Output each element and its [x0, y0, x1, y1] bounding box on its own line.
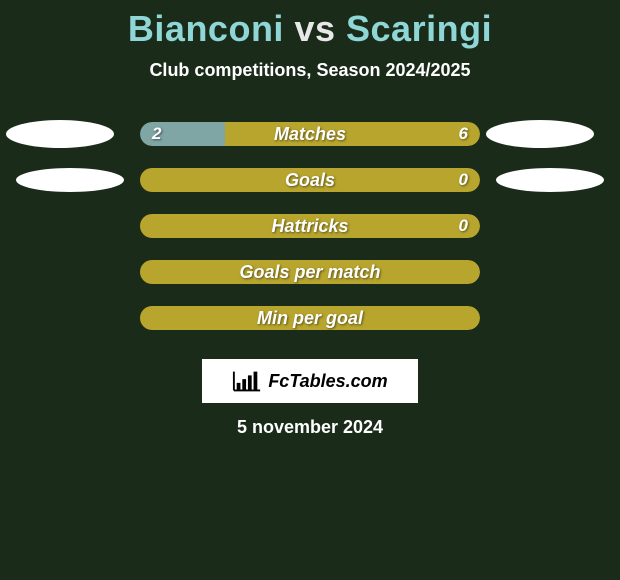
subtitle: Club competitions, Season 2024/2025 — [0, 60, 620, 81]
stat-bar: Goals per match — [140, 260, 480, 284]
stat-row: Goals per match — [0, 249, 620, 295]
stat-rows: 26Matches 0Goals 0Hattricks Goals per match… — [0, 111, 620, 341]
stat-row: 0Hattricks — [0, 203, 620, 249]
stat-bar: 0Hattricks — [140, 214, 480, 238]
stat-row: 0Goals — [0, 157, 620, 203]
player2-name: Scaringi — [346, 8, 492, 49]
player-oval — [16, 168, 124, 192]
logo-box: FcTables.com — [202, 359, 418, 403]
player1-name: Bianconi — [128, 8, 284, 49]
stat-label: Hattricks — [140, 214, 480, 238]
stat-row: Min per goal — [0, 295, 620, 341]
page-title: Bianconi vs Scaringi — [0, 8, 620, 50]
bar-chart-icon — [232, 369, 262, 393]
stat-label: Min per goal — [140, 306, 480, 330]
page: Bianconi vs Scaringi Club competitions, … — [0, 0, 620, 438]
stat-label: Matches — [140, 122, 480, 146]
player-oval — [6, 120, 114, 148]
stat-bar: Min per goal — [140, 306, 480, 330]
stat-label: Goals per match — [140, 260, 480, 284]
vs-text: vs — [294, 8, 335, 49]
stat-label: Goals — [140, 168, 480, 192]
date-text: 5 november 2024 — [0, 417, 620, 438]
player-oval — [486, 120, 594, 148]
logo-text: FcTables.com — [268, 371, 387, 392]
stat-row: 26Matches — [0, 111, 620, 157]
stat-bar: 0Goals — [140, 168, 480, 192]
stat-bar: 26Matches — [140, 122, 480, 146]
player-oval — [496, 168, 604, 192]
